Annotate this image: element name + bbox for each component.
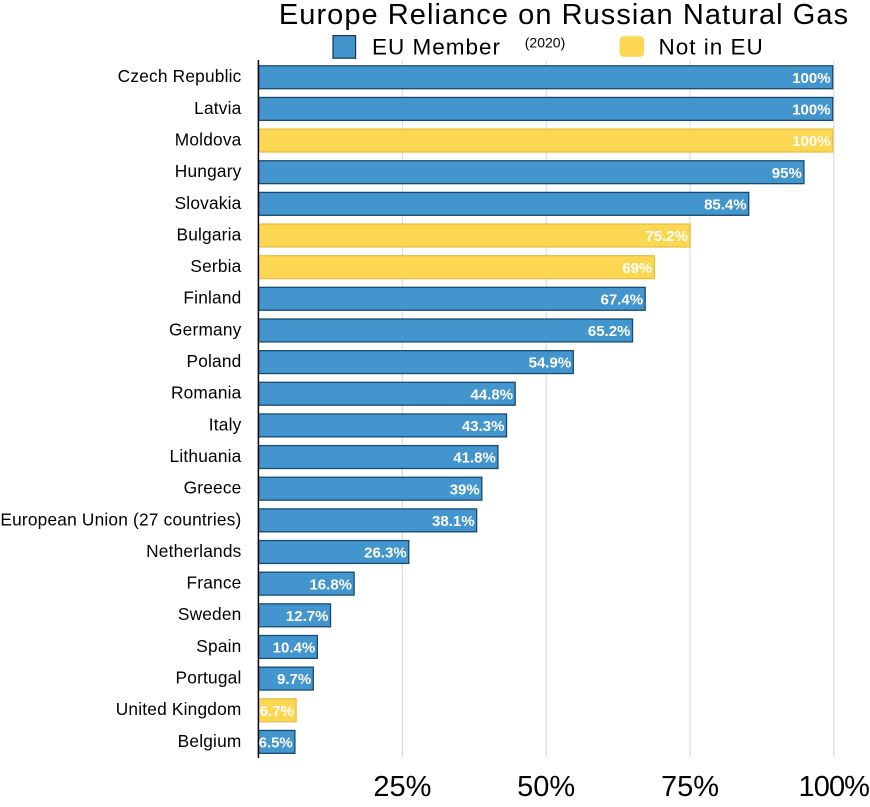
svg-text:Spain: Spain bbox=[196, 636, 241, 656]
svg-text:38.1%: 38.1% bbox=[432, 513, 475, 530]
svg-text:67.4%: 67.4% bbox=[601, 291, 644, 308]
svg-text:75.2%: 75.2% bbox=[645, 228, 688, 245]
svg-text:EU Member: EU Member bbox=[372, 35, 501, 60]
svg-text:65.2%: 65.2% bbox=[588, 323, 631, 340]
svg-text:Finland: Finland bbox=[183, 288, 241, 308]
svg-text:100%: 100% bbox=[799, 771, 870, 802]
svg-text:39%: 39% bbox=[450, 481, 480, 498]
svg-text:Not in EU: Not in EU bbox=[659, 35, 764, 60]
svg-text:Hungary: Hungary bbox=[175, 161, 242, 181]
svg-text:6.7%: 6.7% bbox=[260, 703, 294, 720]
svg-text:France: France bbox=[187, 573, 242, 593]
svg-text:10.4%: 10.4% bbox=[273, 640, 316, 657]
svg-text:6.5%: 6.5% bbox=[259, 735, 293, 752]
svg-text:12.7%: 12.7% bbox=[286, 608, 329, 625]
svg-text:43.3%: 43.3% bbox=[462, 418, 505, 435]
svg-text:16.8%: 16.8% bbox=[309, 576, 352, 593]
svg-text:Portugal: Portugal bbox=[176, 668, 242, 688]
svg-text:United Kingdom: United Kingdom bbox=[116, 699, 242, 719]
svg-text:Netherlands: Netherlands bbox=[146, 541, 242, 561]
svg-text:50%: 50% bbox=[517, 771, 575, 802]
svg-text:100%: 100% bbox=[792, 70, 830, 87]
svg-text:85.4%: 85.4% bbox=[704, 196, 747, 213]
svg-text:44.8%: 44.8% bbox=[471, 386, 514, 403]
svg-text:Moldova: Moldova bbox=[175, 129, 242, 149]
svg-text:(2020): (2020) bbox=[525, 34, 565, 50]
svg-text:25%: 25% bbox=[373, 771, 431, 802]
svg-text:100%: 100% bbox=[792, 133, 830, 150]
svg-text:Europe Reliance on Russian Nat: Europe Reliance on Russian Natural Gas bbox=[279, 0, 849, 31]
svg-text:26.3%: 26.3% bbox=[364, 545, 407, 562]
svg-text:41.8%: 41.8% bbox=[453, 450, 496, 467]
svg-text:Greece: Greece bbox=[184, 478, 242, 498]
svg-text:9.7%: 9.7% bbox=[277, 671, 311, 688]
svg-text:Bulgaria: Bulgaria bbox=[176, 224, 241, 244]
svg-text:Belgium: Belgium bbox=[178, 731, 242, 751]
svg-text:Germany: Germany bbox=[169, 319, 242, 339]
svg-text:69%: 69% bbox=[622, 260, 652, 277]
svg-text:95%: 95% bbox=[772, 165, 802, 182]
svg-text:European Union (27 countries): European Union (27 countries) bbox=[0, 509, 241, 529]
svg-text:Italy: Italy bbox=[209, 414, 242, 434]
svg-text:100%: 100% bbox=[792, 102, 830, 119]
svg-text:Sweden: Sweden bbox=[178, 604, 242, 624]
svg-text:Czech Republic: Czech Republic bbox=[118, 66, 242, 86]
svg-text:75%: 75% bbox=[661, 771, 719, 802]
svg-text:Romania: Romania bbox=[171, 383, 242, 403]
svg-text:54.9%: 54.9% bbox=[529, 355, 572, 372]
svg-text:Slovakia: Slovakia bbox=[175, 193, 242, 213]
svg-text:Latvia: Latvia bbox=[194, 98, 242, 118]
svg-text:Serbia: Serbia bbox=[190, 256, 241, 276]
svg-text:Poland: Poland bbox=[186, 351, 241, 371]
svg-text:Lithuania: Lithuania bbox=[170, 446, 242, 466]
